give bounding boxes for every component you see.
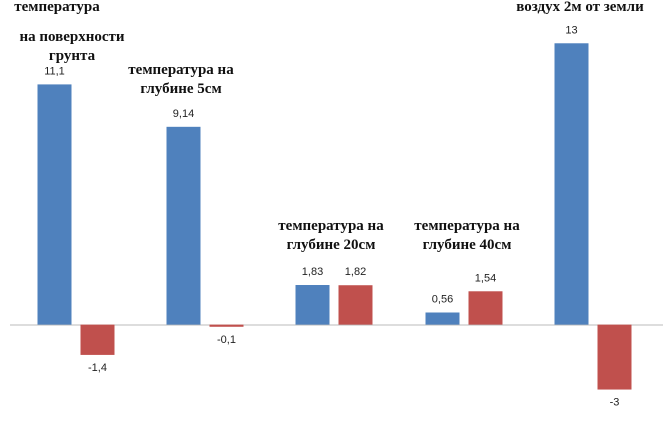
annotation: температура на [278,218,384,234]
annotation: глубине 5см [140,81,221,97]
value-label: 0,56 [432,293,453,305]
bar [338,285,373,325]
annotation: грунта [49,48,96,64]
value-label: 9,14 [173,108,194,120]
bar [80,324,115,355]
annotation: температура на [414,218,520,234]
annotation: температура [14,0,100,15]
annotation: глубине 40см [423,237,512,253]
bar [597,324,632,390]
value-label: -1,4 [88,362,107,374]
bar [295,285,330,325]
bar [209,324,244,327]
value-label: 1,54 [475,272,496,284]
bar [166,126,201,325]
annotation: глубине 20см [287,237,376,253]
value-label: 13 [565,24,577,36]
annotation: воздух 2м от земли [516,0,644,15]
bar [425,312,460,325]
value-label: -0,1 [217,334,236,346]
annotation: на поверхности [19,29,124,45]
bar [37,84,72,325]
value-label: 1,83 [302,266,323,278]
annotation: температура на [128,62,234,78]
value-label: -3 [610,397,620,409]
value-label: 1,82 [345,266,366,278]
bar [468,291,503,325]
value-label: 11,1 [44,65,65,77]
bar [554,43,589,325]
